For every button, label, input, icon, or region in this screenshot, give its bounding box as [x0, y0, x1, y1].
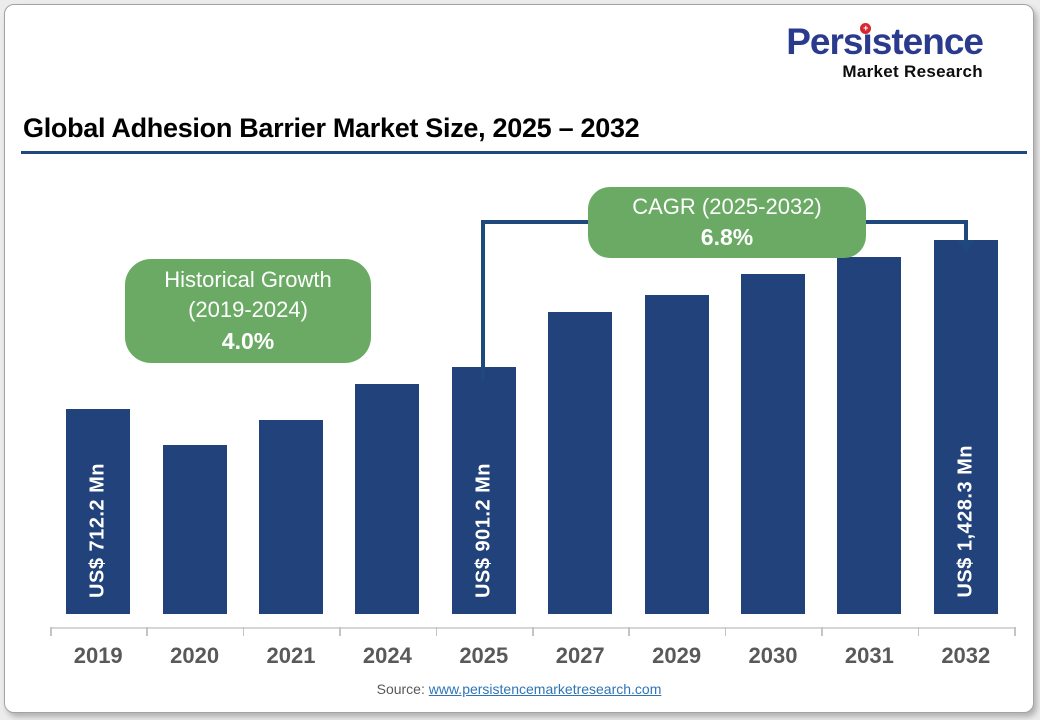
source-line: Source: www.persistencemarketresearch.co… [5, 681, 1033, 697]
x-axis-label-2030: 2030 [748, 643, 798, 668]
x-axis-tick [1014, 627, 1016, 636]
bar-2032: US$ 1,428.3 Mn [933, 240, 998, 614]
bar-chart: US$ 712.2 Mn 2019 2020 2021 2024 US$ 901.2 Mn… [5, 5, 1033, 712]
x-axis-label-2032: 2032 [941, 643, 991, 668]
bar-2030 [741, 274, 805, 614]
chart-card: Persistence + Market Research Global Adh… [4, 4, 1034, 713]
x-axis-label-2020: 2020 [170, 643, 220, 668]
title-underline [21, 151, 1027, 154]
bar-2024 [355, 384, 420, 614]
logo-tagline: Market Research [842, 62, 983, 81]
logo-brand-text: Persistence [786, 21, 984, 62]
x-axis-label-2019: 2019 [73, 643, 123, 668]
bar-value-label-2019: US$ 712.2 Mn [86, 463, 109, 598]
x-axis-label-2024: 2024 [362, 643, 412, 668]
x-axis-tick [917, 627, 920, 636]
pmr-logo: Persistence + Market Research [786, 21, 984, 81]
x-axis-tick [339, 627, 341, 636]
x-axis-tick [532, 627, 534, 636]
logo-red-dot-icon: + [860, 23, 872, 34]
source-link[interactable]: www.persistencemarketresearch.com [428, 681, 662, 697]
bar-2029 [644, 295, 709, 614]
x-axis-tick [146, 627, 148, 636]
historical-growth-label: Historical Growth [164, 266, 332, 292]
x-axis-label-2029: 2029 [652, 643, 702, 668]
x-axis-label-2025: 2025 [459, 643, 509, 668]
bar-2021 [259, 420, 323, 614]
bar-2020 [162, 445, 227, 614]
x-axis-tick [628, 627, 630, 636]
x-axis-tick [242, 627, 245, 636]
x-axis-tick [50, 627, 52, 636]
chart-title: Global Adhesion Barrier Market Size, 202… [23, 113, 640, 143]
x-axis-tick [821, 627, 823, 636]
x-axis-tick [435, 627, 438, 636]
x-axis-label-2027: 2027 [555, 643, 605, 668]
cagr-arrow-down-icon [957, 240, 975, 253]
x-axis-label-2021: 2021 [266, 643, 316, 668]
bar-2031 [837, 257, 902, 614]
historical-growth-value: 4.0% [221, 328, 275, 355]
cagr-label: CAGR (2025-2032) [632, 193, 822, 219]
historical-growth-callout: Historical Growth (2019-2024) 4.0% [125, 259, 371, 363]
x-axis-tick [724, 627, 727, 636]
cagr-value: 6.8% [700, 224, 754, 251]
cagr-callout: CAGR (2025-2032) 6.8% [588, 187, 866, 258]
bar-2025: US$ 901.2 Mn [451, 367, 516, 614]
x-axis-label-2031: 2031 [844, 643, 894, 668]
cagr-connector-right-line [964, 220, 968, 242]
bar-value-label-2025: US$ 901.2 Mn [472, 463, 495, 598]
bar-2027 [548, 312, 613, 614]
cagr-connector-left-line [481, 220, 485, 380]
bar-value-label-2032: US$ 1,428.3 Mn [954, 445, 977, 598]
bar-2019: US$ 712.2 Mn [66, 409, 131, 614]
source-prefix: Source: [376, 681, 425, 697]
historical-growth-period: (2019-2024) [188, 297, 308, 323]
